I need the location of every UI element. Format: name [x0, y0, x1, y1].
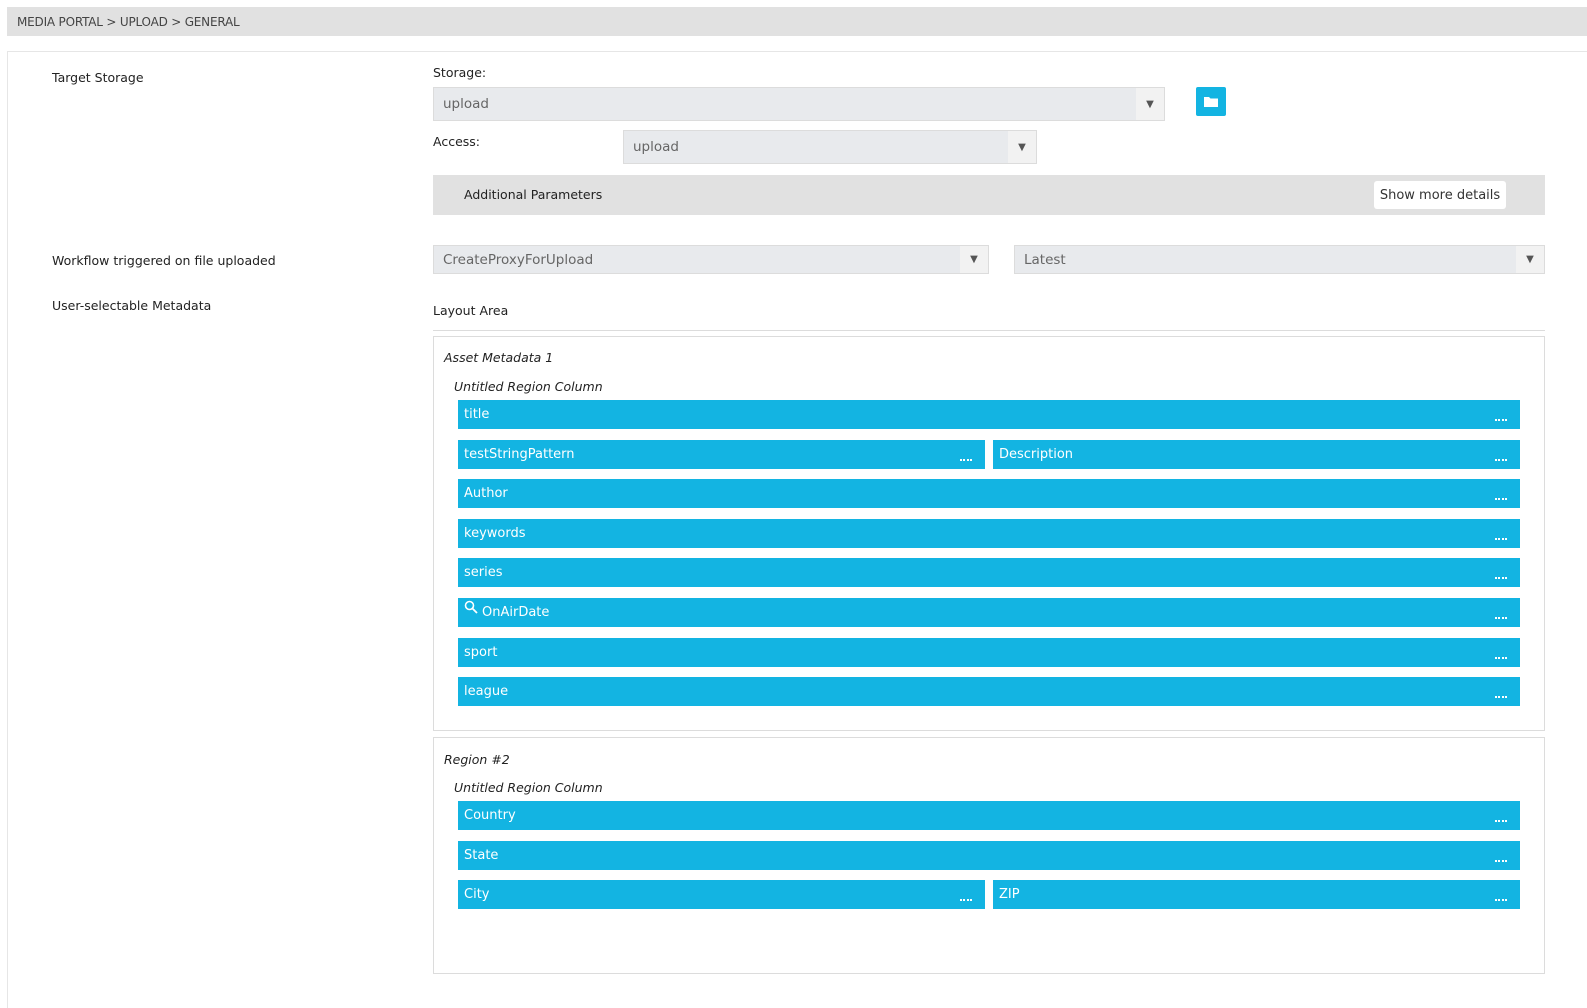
- field-label: sport: [464, 644, 498, 660]
- region-2: Region #2 Untitled Region Column Country…: [433, 737, 1545, 974]
- field-label: league: [464, 684, 509, 700]
- workflow-value: CreateProxyForUpload: [443, 251, 594, 268]
- more-options-icon[interactable]: [1495, 498, 1507, 501]
- layout-area-label: Layout Area: [433, 303, 509, 318]
- region-title: Region #2: [444, 752, 510, 767]
- field-label: Author: [464, 486, 508, 502]
- workflow-version-value: Latest: [1024, 251, 1066, 268]
- storage-label: Storage:: [433, 65, 487, 80]
- access-label: Access:: [433, 134, 481, 149]
- field-label: Country: [464, 808, 516, 823]
- additional-parameters-bar: Additional Parameters Show more details: [433, 175, 1545, 215]
- more-options-icon[interactable]: [1495, 899, 1507, 902]
- field-label: OnAirDate: [482, 605, 550, 620]
- field-label: State: [464, 847, 499, 863]
- metadata-field[interactable]: Country: [458, 801, 1520, 830]
- field-label: testStringPattern: [464, 446, 575, 462]
- more-options-icon[interactable]: [1495, 458, 1507, 462]
- metadata-field[interactable]: title: [458, 400, 1520, 429]
- access-select[interactable]: upload ▼: [623, 130, 1037, 164]
- field-label: series: [464, 565, 503, 581]
- more-options-icon[interactable]: [1495, 577, 1507, 580]
- storage-value: upload: [443, 96, 489, 112]
- folder-button[interactable]: [1196, 87, 1226, 116]
- chevron-down-icon[interactable]: ▼: [1008, 131, 1036, 163]
- field-label: Description: [999, 446, 1074, 462]
- more-options-icon[interactable]: [1495, 656, 1507, 660]
- field-label: ZIP: [999, 887, 1020, 903]
- folder-icon: [1204, 97, 1218, 107]
- search-icon: [464, 600, 479, 619]
- more-options-icon[interactable]: [960, 899, 972, 902]
- more-options-icon[interactable]: [1495, 820, 1507, 823]
- workflow-version-select[interactable]: Latest ▼: [1014, 245, 1545, 274]
- breadcrumb: MEDIA PORTAL > UPLOAD > GENERAL: [7, 7, 1587, 36]
- target-storage-label: Target Storage: [52, 70, 144, 85]
- access-value: upload: [633, 139, 679, 155]
- field-label: title: [464, 407, 490, 422]
- workflow-select[interactable]: CreateProxyForUpload ▼: [433, 245, 989, 274]
- field-label: keywords: [464, 525, 526, 541]
- metadata-field[interactable]: Author: [458, 479, 1520, 509]
- metadata-field[interactable]: State: [458, 840, 1520, 870]
- region-title: Asset Metadata 1: [444, 350, 554, 365]
- metadata-field[interactable]: ZIP: [993, 880, 1520, 910]
- region-column-title: Untitled Region Column: [454, 780, 603, 795]
- more-options-icon[interactable]: [1495, 696, 1507, 699]
- field-label: City: [464, 887, 490, 903]
- more-options-icon[interactable]: [1495, 859, 1507, 863]
- additional-parameters-label: Additional Parameters: [464, 187, 603, 202]
- workflow-label: Workflow triggered on file uploaded: [52, 253, 276, 268]
- region-1: Asset Metadata 1 Untitled Region Column …: [433, 336, 1545, 731]
- metadata-field[interactable]: City: [458, 880, 985, 910]
- chevron-down-icon[interactable]: ▼: [1136, 88, 1164, 120]
- metadata-field[interactable]: keywords: [458, 518, 1520, 548]
- metadata-label: User-selectable Metadata: [52, 298, 212, 313]
- metadata-field[interactable]: sport: [458, 637, 1520, 667]
- metadata-field[interactable]: league: [458, 677, 1520, 707]
- more-options-icon[interactable]: [1495, 419, 1507, 422]
- form-panel: [7, 51, 1587, 1008]
- chevron-down-icon[interactable]: ▼: [960, 246, 988, 273]
- region-column-title: Untitled Region Column: [454, 379, 603, 394]
- more-options-icon[interactable]: [960, 458, 972, 462]
- metadata-field[interactable]: series: [458, 558, 1520, 588]
- more-options-icon[interactable]: [1495, 617, 1507, 620]
- show-more-details-button[interactable]: Show more details: [1374, 181, 1506, 209]
- more-options-icon[interactable]: [1495, 537, 1507, 541]
- metadata-field[interactable]: testStringPattern: [458, 439, 985, 469]
- metadata-field[interactable]: Description: [993, 439, 1520, 469]
- metadata-field[interactable]: OnAirDate: [458, 598, 1520, 627]
- chevron-down-icon[interactable]: ▼: [1516, 246, 1544, 273]
- storage-select[interactable]: upload ▼: [433, 87, 1165, 121]
- divider: [433, 330, 1545, 331]
